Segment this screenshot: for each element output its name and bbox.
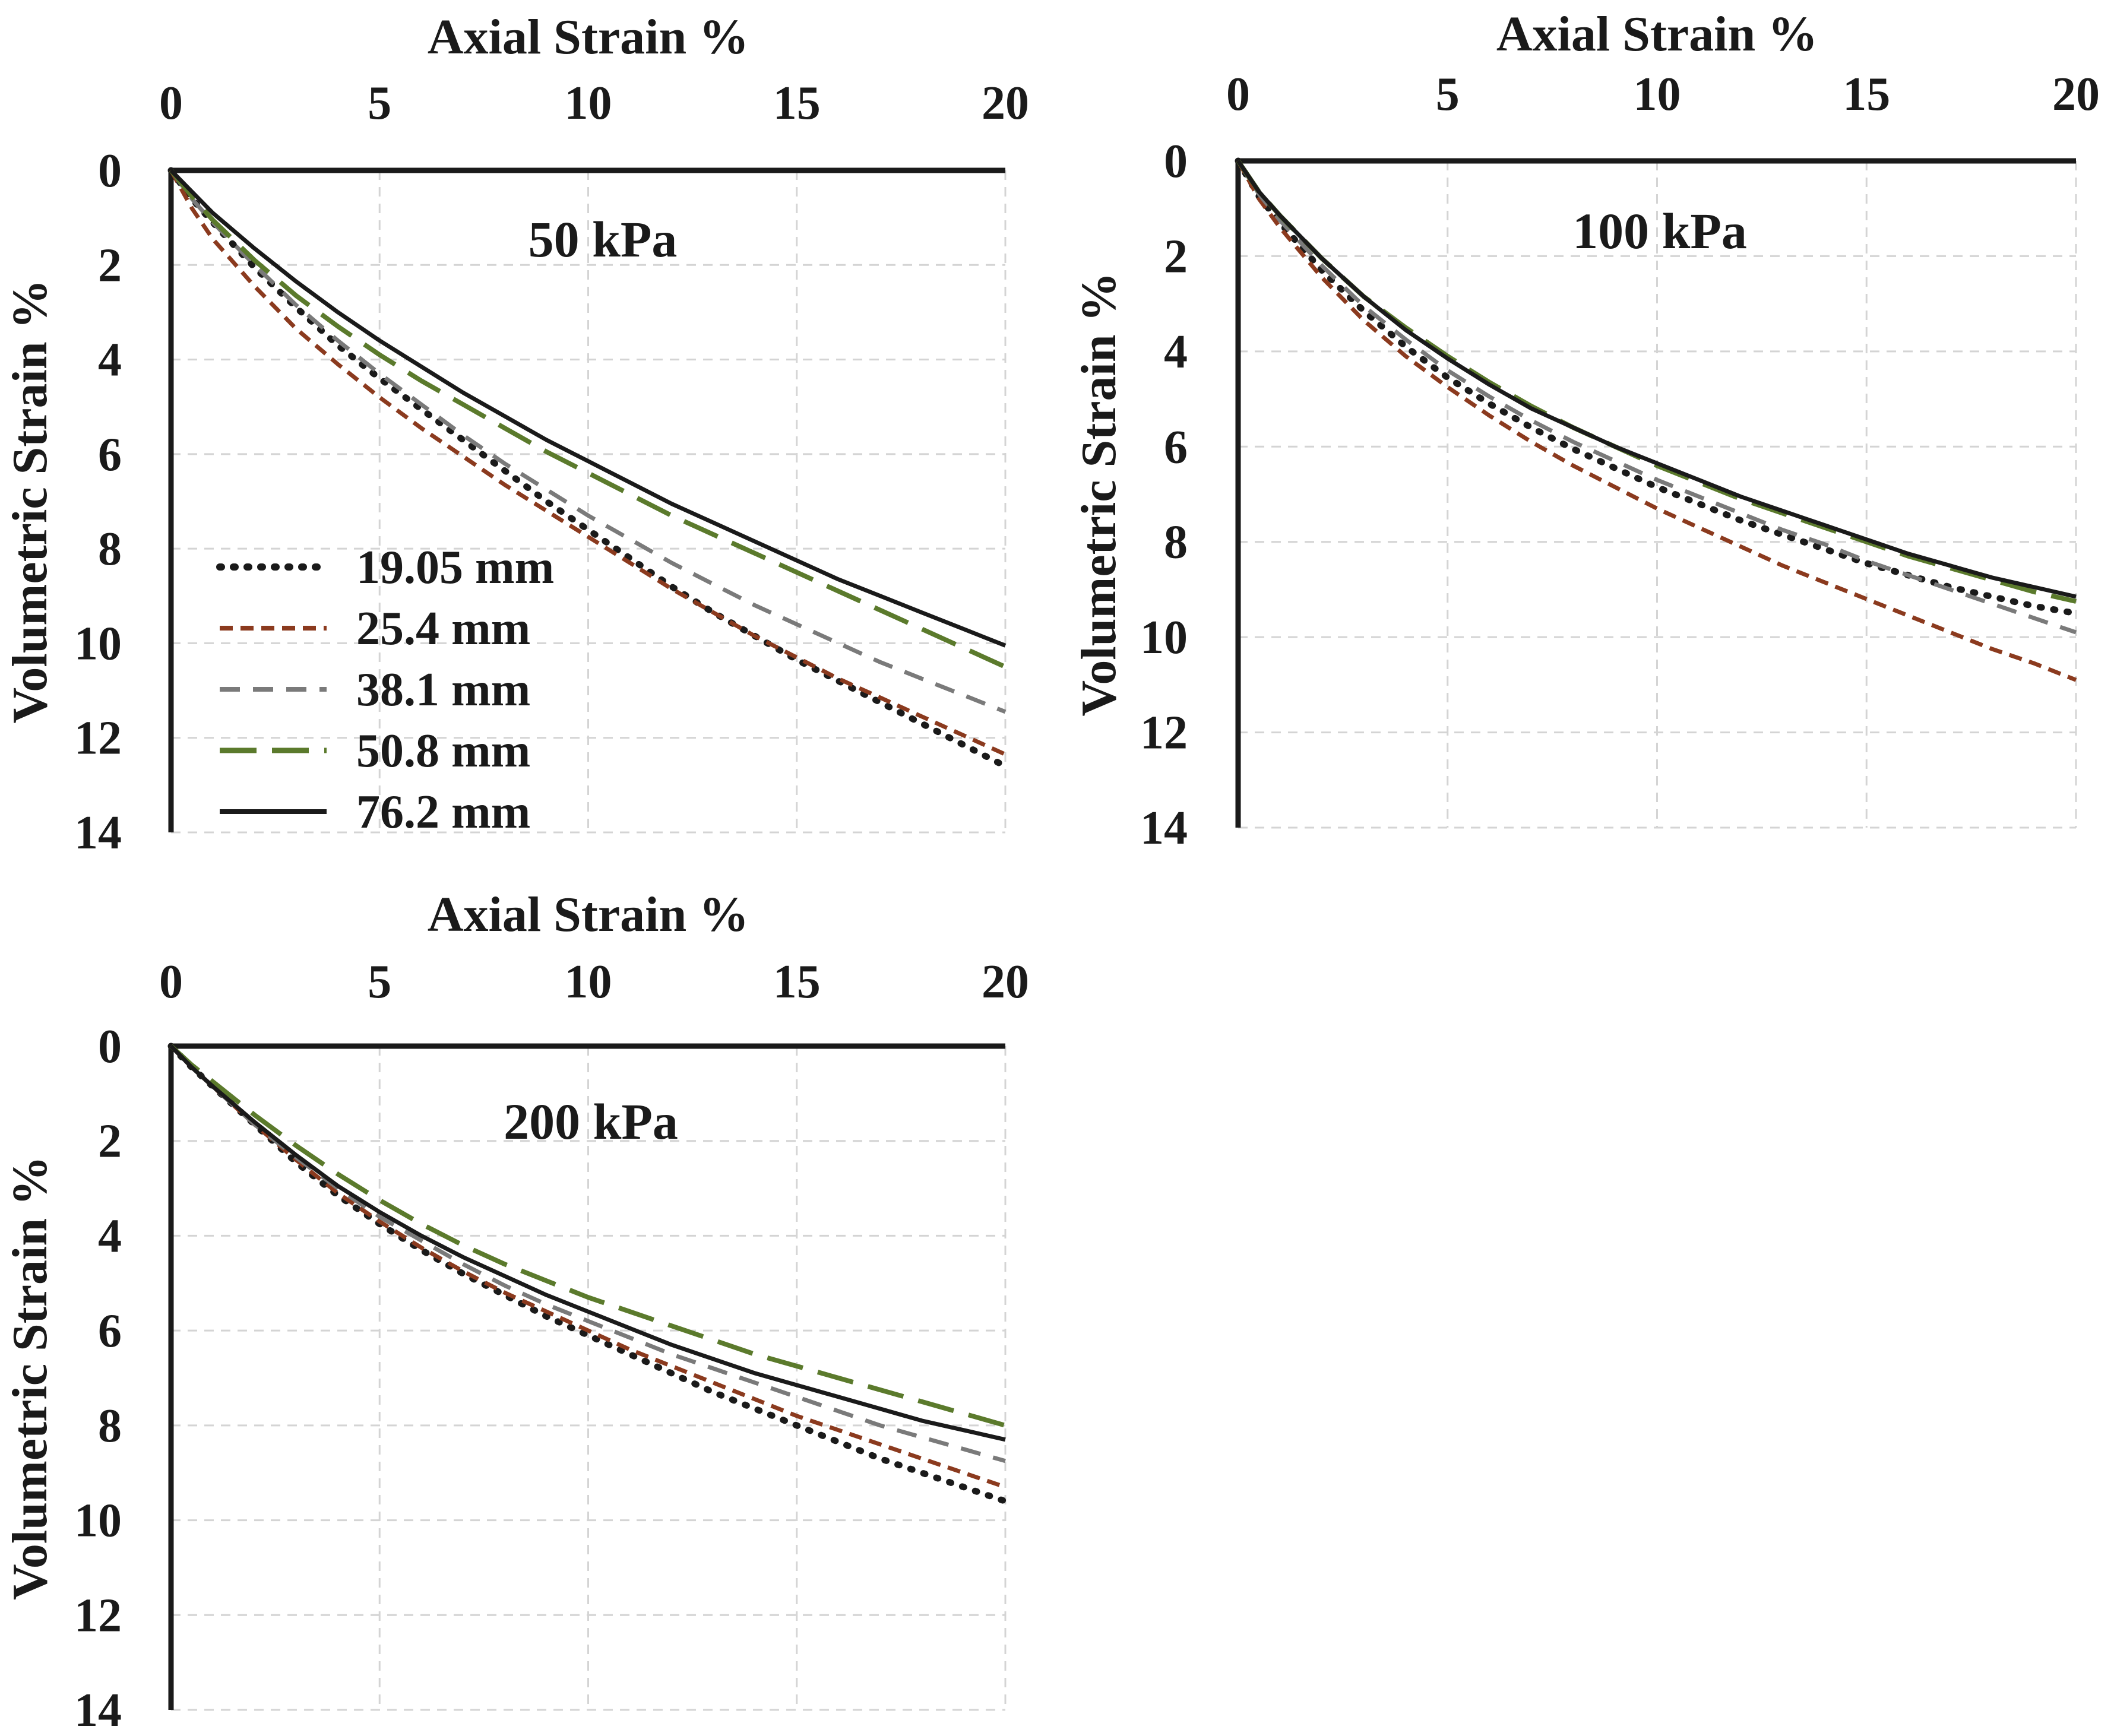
y-tick-label: 12 [1140,707,1188,759]
y-tick-label: 0 [1164,135,1188,188]
y-tick-label: 12 [74,1589,122,1642]
x-tick-label: 20 [982,77,1029,129]
x-axis-title: Axial Strain % [428,887,749,942]
y-tick-label: 2 [1164,230,1188,283]
panel-title: 100 kPa [1572,202,1747,259]
y-tick-label: 10 [74,617,122,670]
series-line-50-8-mm [169,1044,1007,1428]
chart-panel-3: 0 5 10 15 20 0 2 4 6 8 10 12 14 Axial Strain % Volumet… [2,887,1029,1736]
y-axis-title: Volumetric Strain % [2,279,58,723]
y-tick-label: 4 [1164,326,1188,378]
y-tick-label: 14 [74,807,122,859]
y-tick-label: 0 [98,1021,122,1073]
panel-title: 50 kPa [528,211,678,268]
y-tick-label: 8 [1164,517,1188,569]
x-tick-label: 5 [368,956,391,1008]
x-axis-title: Axial Strain % [1496,7,1818,62]
series-line-19-05-mm [1235,157,2080,617]
series-line-38-1-mm [1236,160,2077,635]
x-tick-label: 0 [159,956,183,1008]
y-tick-label: 6 [1164,421,1188,473]
y-tick-label: 12 [74,712,122,765]
legend: 19.05 mm 25.4 mm 38.1 mm 50.8 mm 76.2 mm [216,541,554,838]
x-tick-label: 15 [1843,68,1890,121]
x-tick-label: 20 [982,956,1029,1008]
chart-panel-1: 0 5 10 15 20 0 2 4 6 8 10 12 14 Axial Strain % Volumet… [2,9,1029,859]
legend-label: 38.1 mm [356,664,530,716]
panel-title: 200 kPa [504,1093,678,1150]
legend-label: 25.4 mm [356,603,530,655]
series-line-38-1-mm [169,169,1007,714]
legend-label: 19.05 mm [356,541,554,594]
series-line-76-2-mm [169,1044,1006,1442]
x-tick-label: 0 [159,77,183,129]
x-axis-title: Axial Strain % [428,9,749,65]
series-line-50-8-mm [169,169,1007,669]
series-line-25-4-mm [169,1044,1007,1490]
y-tick-label: 8 [98,1400,122,1452]
series-line-25-4-mm [1236,160,2077,682]
legend-label: 76.2 mm [356,786,530,838]
series-line-19-05-mm [167,1043,1009,1505]
y-tick-label: 2 [98,239,122,292]
y-tick-label: 4 [98,1210,122,1262]
y-tick-label: 8 [98,523,122,575]
x-tick-label: 10 [565,956,612,1008]
x-tick-label: 0 [1226,68,1250,121]
y-tick-label: 6 [98,1305,122,1357]
y-tick-label: 10 [1140,612,1188,664]
legend-label: 50.8 mm [356,725,530,777]
x-tick-label: 5 [1436,68,1460,121]
y-tick-label: 10 [74,1495,122,1547]
x-tick-label: 15 [773,956,821,1008]
series-line-76-2-mm [169,169,1007,648]
x-tick-label: 20 [2052,68,2100,121]
x-tick-label: 5 [368,77,391,129]
y-axis-title: Volumetric Strain % [2,1156,58,1600]
y-tick-label: 14 [74,1684,122,1736]
series-line-76-2-mm [1236,160,2077,599]
chart-panel-2: 0 5 10 15 20 0 2 4 6 8 10 12 14 Axial Strain % Volumet… [1071,7,2100,854]
x-tick-label: 10 [1634,68,1681,121]
y-tick-label: 0 [98,145,122,197]
series-line-25-4-mm [169,169,1007,756]
y-tick-label: 4 [98,334,122,387]
y-axis-title: Volumetric Strain % [1071,272,1126,716]
x-tick-label: 15 [773,77,821,129]
y-tick-label: 2 [98,1116,122,1168]
y-tick-label: 14 [1140,802,1188,854]
x-tick-label: 10 [565,77,612,129]
y-tick-label: 6 [98,429,122,481]
